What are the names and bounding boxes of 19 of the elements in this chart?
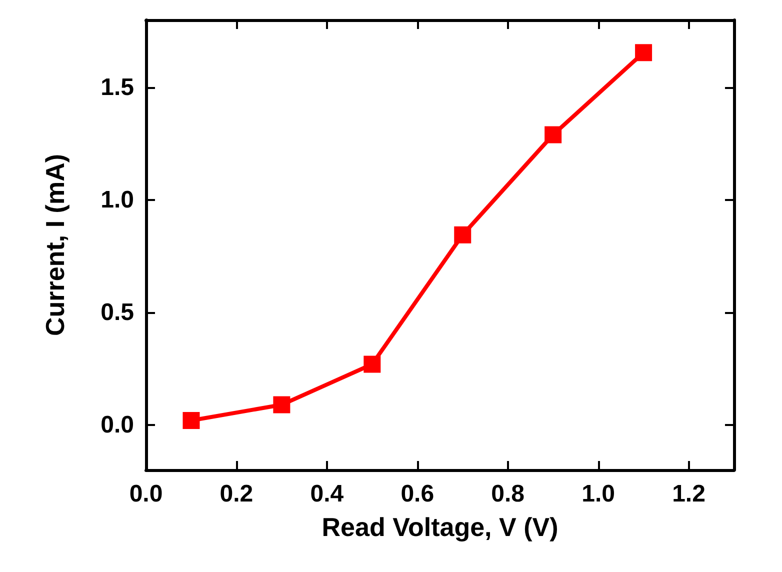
x-tick-label: 0.2 xyxy=(220,480,254,508)
y-tick-label: 1.5 xyxy=(100,74,134,101)
x-tick-label: 0.8 xyxy=(491,480,525,508)
y-axis-title: Current, I (mA) xyxy=(40,154,70,336)
point xyxy=(273,396,290,414)
x-tick-label: 1.2 xyxy=(672,480,706,508)
y-tick-label: 1.0 xyxy=(100,186,134,214)
point xyxy=(454,226,472,244)
point xyxy=(544,126,562,144)
x-axis-title: Read Voltage, V (V) xyxy=(322,512,558,542)
x-tick-label: 1.0 xyxy=(582,480,615,508)
y-tick-label: 0.5 xyxy=(100,299,134,326)
point xyxy=(635,44,652,62)
x-tick-label: 0.0 xyxy=(129,480,163,508)
x-tick-label: 0.4 xyxy=(310,480,344,508)
point xyxy=(182,412,200,429)
point xyxy=(364,356,381,373)
y-tick-label: 0.0 xyxy=(100,412,134,438)
x-tick-label: 0.6 xyxy=(400,480,434,508)
